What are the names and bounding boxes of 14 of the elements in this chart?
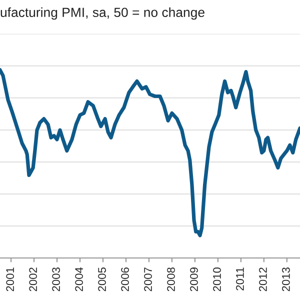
x-tick-label: 2002 xyxy=(29,268,38,292)
x-tick-label: 2007 xyxy=(144,268,152,292)
x-tick-label: 2013 xyxy=(282,268,290,292)
x-tick-label: 2001 xyxy=(6,268,14,292)
chart-title: ufacturing PMI, sa, 50 = no change xyxy=(0,7,204,20)
x-tick-label: 2010 xyxy=(213,267,221,292)
x-tick-label: 2011 xyxy=(236,268,244,290)
x-tick-label: 2008 xyxy=(167,268,175,292)
x-tick-label: 2006 xyxy=(121,268,129,292)
x-tick-label: 2009 xyxy=(190,268,198,292)
x-tick-label: 2012 xyxy=(259,268,267,292)
x-tick-label: 2003 xyxy=(52,268,60,292)
x-tick-label: 2005 xyxy=(98,267,106,292)
x-tick-label: 2004 xyxy=(75,267,83,292)
